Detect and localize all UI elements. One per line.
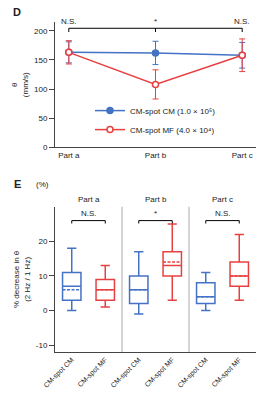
svg-text:Part c: Part c (212, 195, 233, 204)
svg-text:CM-spot CM (1.0 × 10⁵): CM-spot CM (1.0 × 10⁵) (130, 107, 215, 116)
svg-text:N.S.: N.S. (215, 209, 231, 218)
svg-text:Part b: Part b (145, 151, 167, 160)
svg-text:N.S.: N.S. (234, 17, 250, 26)
svg-text:CM-spot CM: CM-spot CM (176, 356, 210, 390)
svg-text:D: D (13, 6, 21, 18)
svg-text:*: * (154, 17, 157, 26)
svg-text:CM-spot MF: CM-spot MF (143, 356, 176, 389)
svg-text:100: 100 (34, 85, 48, 94)
svg-text:Part c: Part c (232, 151, 253, 160)
svg-text:0: 0 (43, 306, 48, 315)
svg-text:Part a: Part a (58, 151, 80, 160)
svg-text:E: E (14, 178, 21, 190)
svg-text:(%): (%) (36, 180, 49, 189)
svg-text:200: 200 (34, 27, 48, 36)
svg-text:50: 50 (38, 114, 47, 123)
svg-text:*: * (154, 209, 157, 218)
svg-text:CM-spot MF (4.0 × 10⁴): CM-spot MF (4.0 × 10⁴) (130, 126, 214, 135)
svg-text:20: 20 (38, 237, 47, 246)
svg-text:% decrease in θ(2 Hz / 1 Hz): % decrease in θ(2 Hz / 1 Hz) (12, 250, 31, 308)
svg-text:N.S.: N.S. (61, 17, 77, 26)
svg-text:CM-spot CM: CM-spot CM (42, 356, 76, 390)
svg-text:θ(mm/s): θ(mm/s) (10, 72, 29, 97)
svg-text:CM-spot MF: CM-spot MF (210, 356, 243, 389)
svg-text:CM-spot CM: CM-spot CM (109, 356, 143, 390)
svg-text:N.S.: N.S. (81, 209, 97, 218)
svg-text:0: 0 (43, 143, 48, 152)
svg-text:Part a: Part a (78, 195, 100, 204)
svg-text:10: 10 (38, 272, 47, 281)
svg-text:CM-spot MF: CM-spot MF (76, 356, 109, 389)
svg-text:150: 150 (34, 56, 48, 65)
svg-text:Part b: Part b (145, 195, 167, 204)
svg-text:-10: -10 (36, 341, 48, 350)
